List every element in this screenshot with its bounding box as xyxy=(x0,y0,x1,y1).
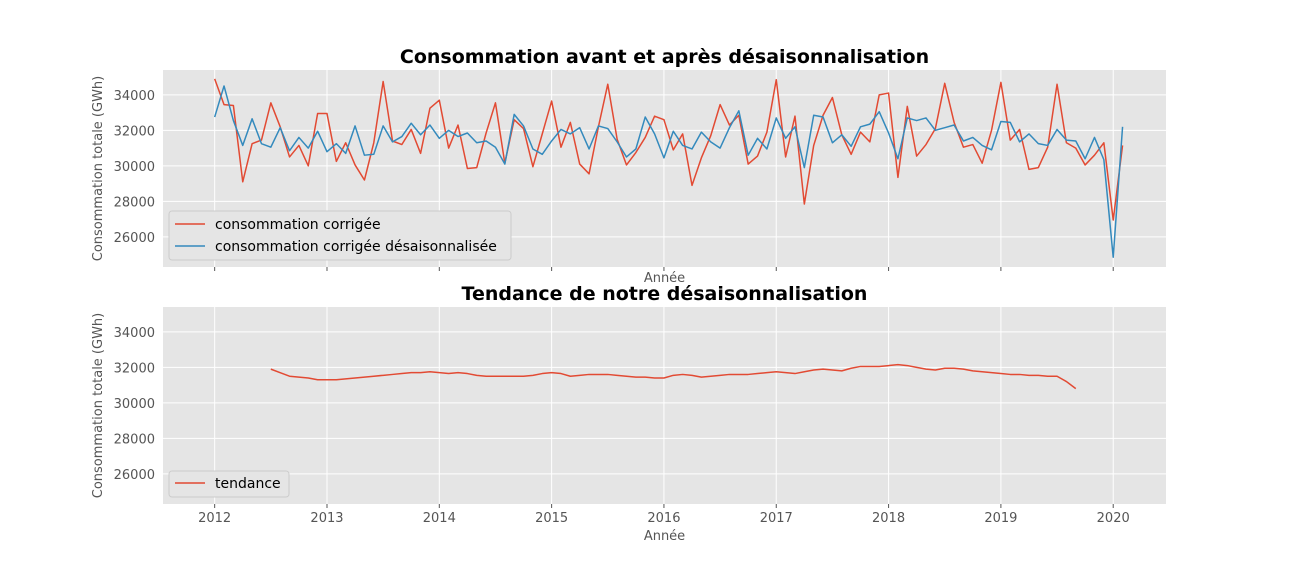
legend-label-corrigee: consommation corrigée xyxy=(215,217,381,233)
y-tick-labels-bottom: 26000 28000 30000 32000 34000 xyxy=(114,326,155,483)
x-tick-marks-top xyxy=(214,267,1114,271)
y-grid-bottom xyxy=(163,331,1166,475)
legend-box-top xyxy=(168,210,512,261)
top-chart: 26000 28000 30000 32000 34000 Consommation a… xyxy=(91,46,1166,286)
y-tick-labels-top: 26000 28000 30000 32000 34000 xyxy=(114,89,155,246)
x-tick-labels-bottom: 2012 2013 2014 2015 2016 2017 2018 2019 2020 xyxy=(198,504,1130,526)
y-axis-label-top: Consommation totale (GWh) xyxy=(91,76,106,262)
y-tick-label: 26000 xyxy=(114,231,155,246)
chart-title-top: Consommation avant et après désaisonnali… xyxy=(400,46,929,68)
x-tick-label: 2018 xyxy=(872,511,905,526)
x-tick-label: 2017 xyxy=(760,511,793,526)
x-tick-label: 2020 xyxy=(1097,511,1130,526)
y-tick-label: 34000 xyxy=(114,326,155,341)
y-tick-label: 26000 xyxy=(114,468,155,483)
x-tick-label: 2012 xyxy=(198,511,231,526)
x-axis-label-top: Année xyxy=(644,271,685,286)
legend-label-desaisonnalisee: consommation corrigée désaisonnalisée xyxy=(215,239,497,255)
y-tick-label: 30000 xyxy=(114,397,155,412)
y-tick-label: 28000 xyxy=(114,195,155,210)
y-tick-label: 28000 xyxy=(114,432,155,447)
x-axis-label-bottom: Année xyxy=(644,529,685,544)
y-tick-label: 32000 xyxy=(114,361,155,376)
legend-bottom: tendance xyxy=(168,470,290,498)
series-group-top xyxy=(213,78,1124,258)
y-axis-label-bottom: Consommation totale (GWh) xyxy=(91,313,106,499)
legend-box-bottom xyxy=(168,470,290,498)
series-group-bottom xyxy=(270,363,1077,390)
y-tick-label: 32000 xyxy=(114,124,155,139)
x-tick-label: 2019 xyxy=(984,511,1017,526)
x-tick-label: 2013 xyxy=(310,511,343,526)
y-tick-label: 34000 xyxy=(114,89,155,104)
legend-top: consommation corrigée consommation corri… xyxy=(168,210,512,261)
series-line-1-0 xyxy=(270,363,1077,390)
series-line-0-0 xyxy=(213,78,1124,221)
x-tick-label: 2016 xyxy=(647,511,680,526)
chart-title-bottom: Tendance de notre désaisonnalisation xyxy=(462,283,868,305)
legend-label-tendance: tendance xyxy=(215,476,281,492)
x-tick-label: 2015 xyxy=(535,511,568,526)
x-tick-label: 2014 xyxy=(423,511,456,526)
x-grid-bottom xyxy=(214,307,1114,504)
series-line-0-1 xyxy=(213,85,1124,258)
y-tick-label: 30000 xyxy=(114,160,155,175)
plot-area-bottom xyxy=(163,307,1166,504)
